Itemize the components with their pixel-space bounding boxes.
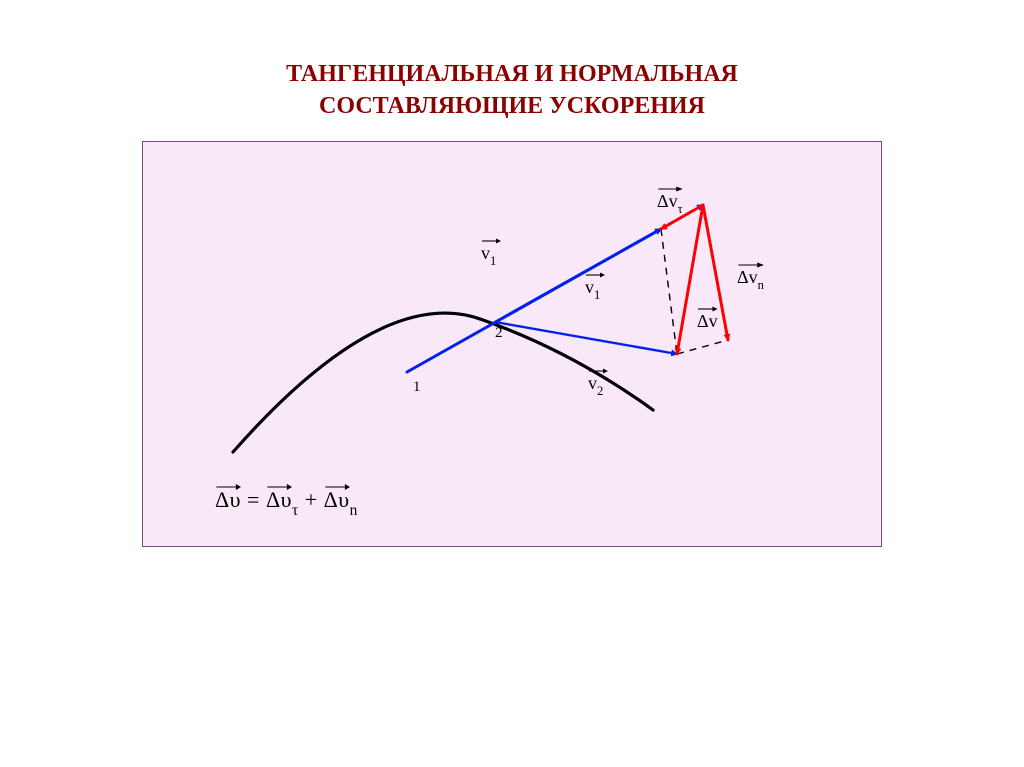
diagram-panel: v1 v1 v2 Δvτ Δvn Δv 1 2 Δυ = Δυ τ + Δυ n — [142, 141, 882, 547]
label-v1-a: v1 — [481, 238, 501, 266]
page-title: ТАНГЕНЦИАЛЬНАЯ И НОРМАЛЬНАЯ СОСТАВЛЯЮЩИЕ… — [0, 0, 1024, 123]
label-point-2: 2 — [495, 326, 503, 341]
eq-term-n: Δυ — [324, 487, 350, 513]
title-line-1: ТАНГЕНЦИАЛЬНАЯ И НОРМАЛЬНАЯ — [286, 61, 738, 87]
label-v2: v2 — [588, 368, 608, 396]
eq-lhs: Δυ — [215, 487, 241, 513]
equation: Δυ = Δυ τ + Δυ n — [215, 487, 358, 517]
label-point-1: 1 — [413, 380, 421, 395]
label-dv: Δv — [697, 306, 718, 330]
label-dvn: Δvn — [737, 262, 764, 290]
label-dvt: Δvτ — [657, 186, 683, 214]
title-line-2: СОСТАВЛЯЮЩИЕ УСКОРЕНИЯ — [319, 93, 705, 119]
eq-term-tau: Δυ — [266, 487, 292, 513]
label-v1-b: v1 — [585, 272, 605, 300]
